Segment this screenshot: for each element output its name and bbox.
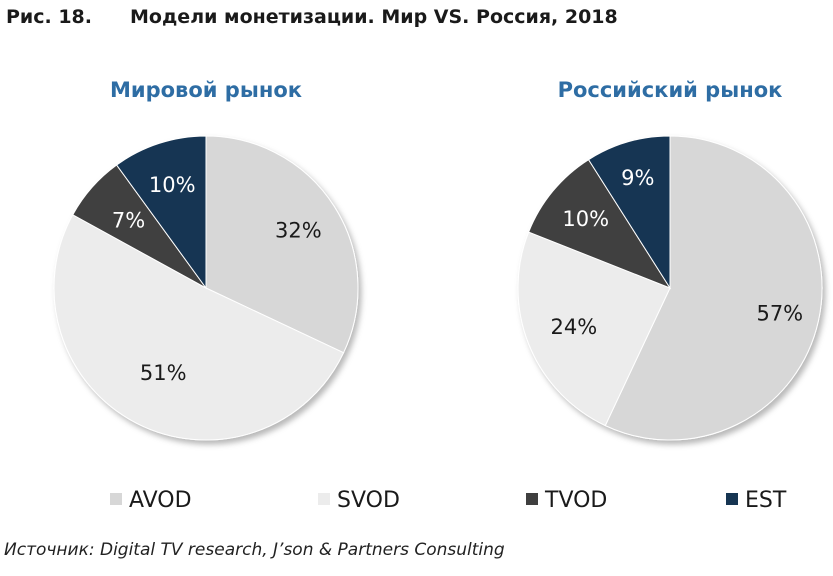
pie-slices (517, 135, 823, 441)
legend-label-avod: AVOD (129, 488, 192, 513)
legend-swatch-est (726, 493, 738, 505)
legend: AVOD SVOD TVOD EST (110, 488, 787, 513)
data-label-svod: 24% (551, 315, 598, 339)
pie-slice-svod (517, 231, 671, 427)
pie-slice-avod (604, 135, 823, 441)
legend-item-est: EST (726, 488, 787, 513)
legend-label-est: EST (745, 488, 787, 513)
figure-title-text: Модели монетизации. Мир VS. Россия, 2018 (130, 6, 618, 28)
source-note: Источник: Digital TV research, J’son & P… (4, 540, 505, 560)
pie-chart-2: Российский рынок 57% 24% 10% 9% (517, 78, 823, 441)
legend-item-tvod: TVOD (526, 488, 607, 513)
data-label-avod: 57% (756, 302, 803, 326)
pie-slice-avod (205, 135, 359, 354)
legend-swatch-avod (110, 493, 122, 505)
pie-title: Мировой рынок (110, 78, 302, 102)
legend-label-svod: SVOD (337, 488, 400, 513)
data-label-avod: 32% (275, 218, 322, 242)
figure-number: Рис. 18. (6, 6, 92, 28)
pie-slice-svod (53, 214, 345, 441)
figure-title: Рис. 18. Модели монетизации. Мир VS. Росс… (6, 6, 618, 28)
legend-item-avod: AVOD (110, 488, 192, 513)
data-label-svod: 51% (140, 361, 187, 385)
legend-item-svod: SVOD (318, 488, 400, 513)
pie-chart-1: Мировой рынок 32% 51% 7%10% (53, 78, 359, 441)
legend-swatch-svod (318, 493, 330, 505)
data-label-est: 10% (149, 173, 196, 197)
legend-label-tvod: TVOD (544, 488, 607, 513)
pie-slices (53, 135, 359, 441)
pie-title: Российский рынок (558, 78, 783, 102)
data-label-tvod: 7% (112, 209, 145, 233)
pie-slice-tvod (528, 158, 672, 290)
pie-slice-est (587, 135, 671, 290)
legend-swatch-tvod (526, 493, 538, 505)
data-label-tvod: 10% (562, 207, 609, 231)
pie-slice-est (115, 135, 207, 290)
data-label-est: 9% (621, 166, 654, 190)
